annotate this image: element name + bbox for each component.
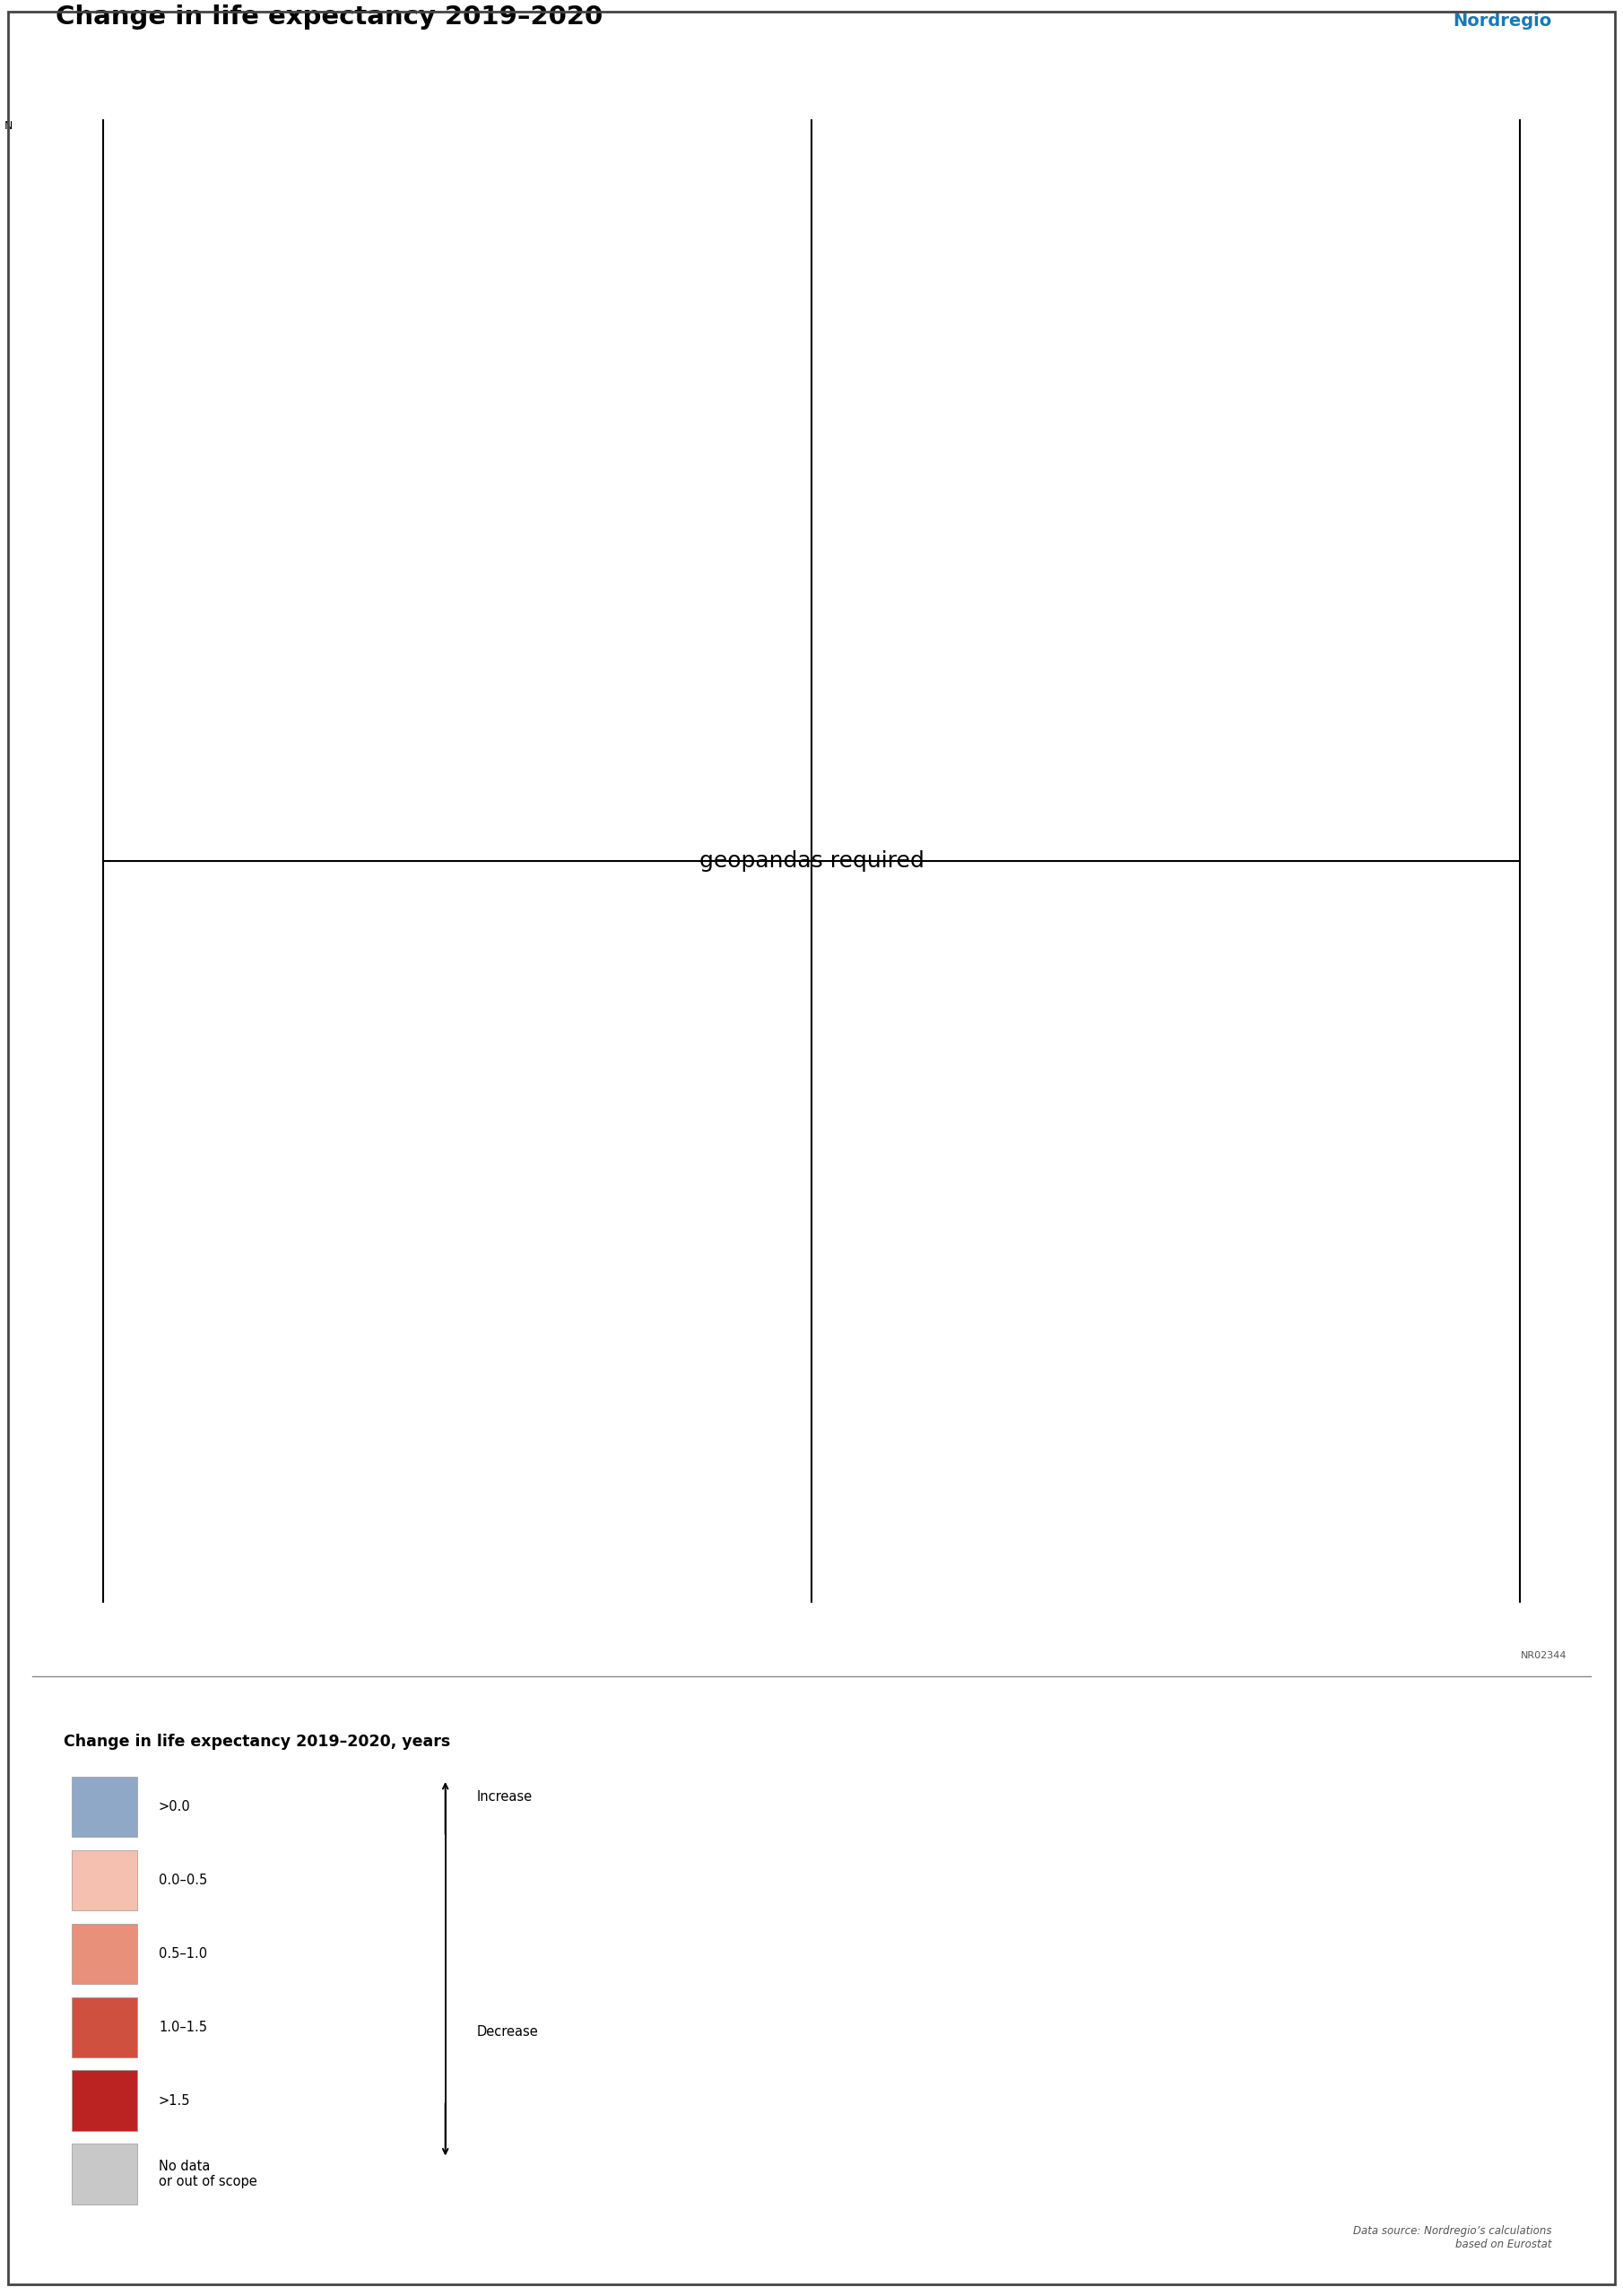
Text: Nordregio: Nordregio [1453,11,1552,30]
FancyBboxPatch shape [71,1998,136,2057]
FancyBboxPatch shape [71,2071,136,2131]
FancyBboxPatch shape [71,2144,136,2204]
Text: N: N [5,119,13,131]
Text: 0.0–0.5: 0.0–0.5 [159,1874,208,1887]
Text: Change in life expectancy 2019–2020, years: Change in life expectancy 2019–2020, yea… [63,1733,450,1750]
Text: geopandas required: geopandas required [700,850,923,872]
Text: Change in life expectancy 2019–2020: Change in life expectancy 2019–2020 [55,5,604,30]
Text: >0.0: >0.0 [159,1800,192,1814]
Text: 0.5–1.0: 0.5–1.0 [159,1947,208,1961]
FancyBboxPatch shape [71,1777,136,1837]
Text: 1.0–1.5: 1.0–1.5 [159,2020,208,2034]
Text: Increase: Increase [477,1791,532,1802]
Text: NR02344: NR02344 [1521,1651,1568,1660]
Text: Decrease: Decrease [477,2025,539,2039]
Text: No data
or out of scope: No data or out of scope [159,2161,256,2188]
Text: >1.5: >1.5 [159,2094,190,2108]
FancyBboxPatch shape [71,1924,136,1984]
Text: Data source: Nordregio’s calculations
based on Eurostat: Data source: Nordregio’s calculations ba… [1354,2225,1552,2250]
FancyBboxPatch shape [71,1851,136,1910]
